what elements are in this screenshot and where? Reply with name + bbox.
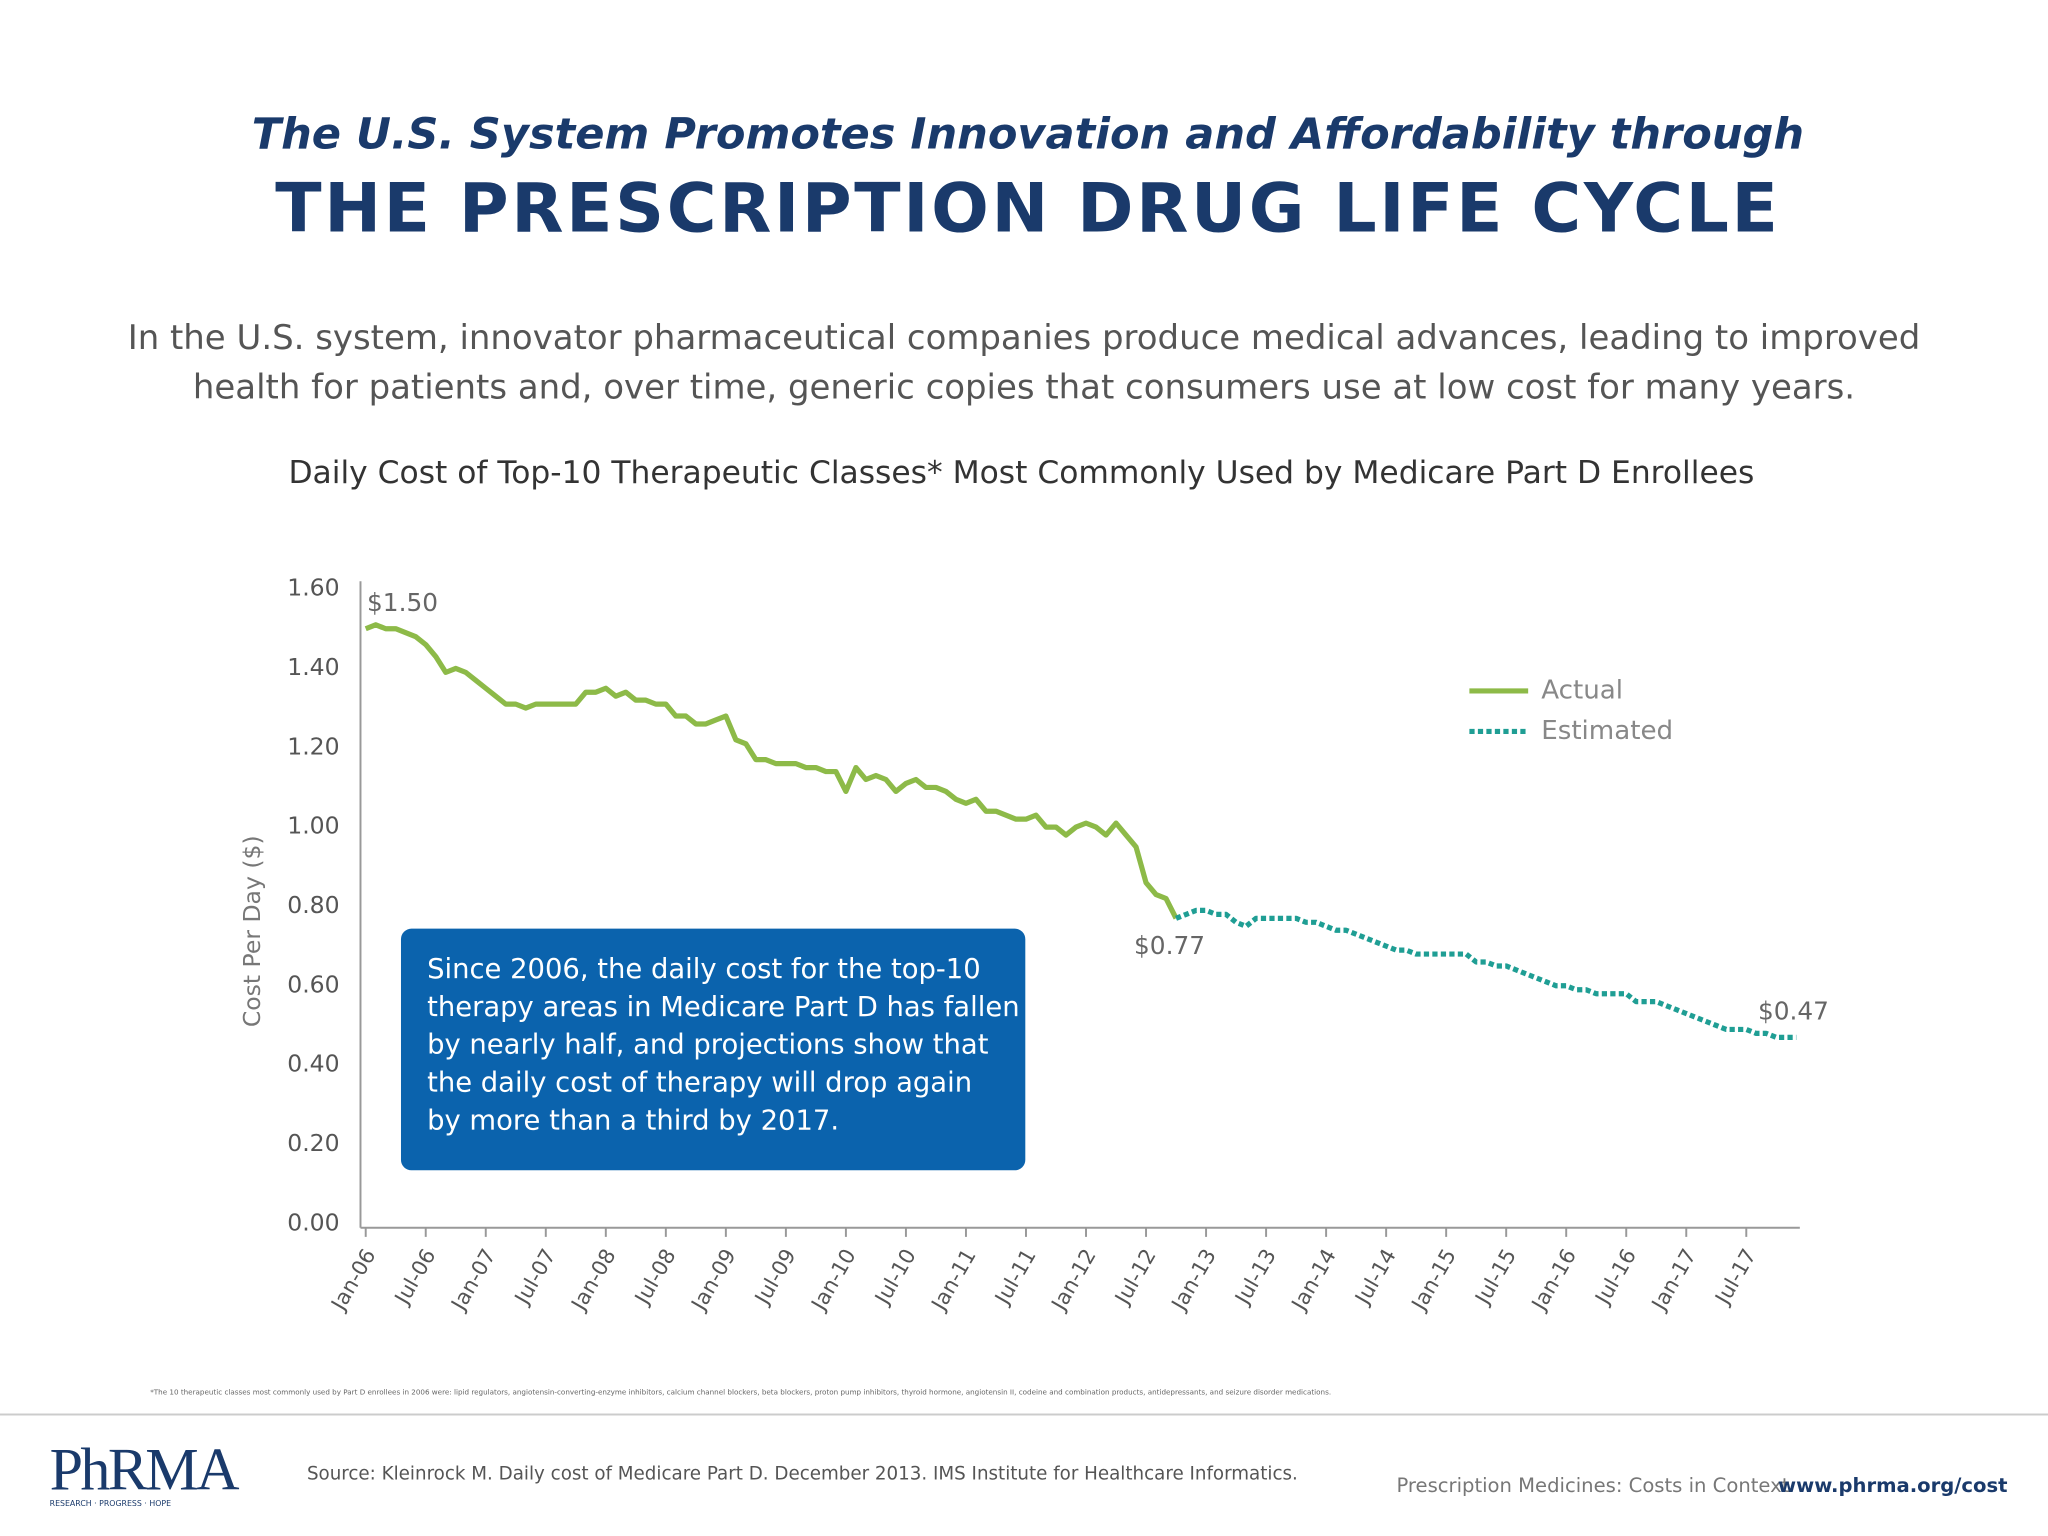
data-label: $0.47 — [1758, 997, 1829, 1026]
y-tick-label: 0.60 — [287, 970, 339, 998]
intro-line: In the U.S. system, innovator pharmaceut… — [128, 318, 1921, 358]
callout-line: therapy areas in Medicare Part D has fal… — [427, 992, 1019, 1023]
y-tick-label: 0.20 — [287, 1129, 339, 1157]
footer-url: www.phrma.org/cost — [1778, 1474, 2007, 1497]
logo-tagline: RESEARCH · PROGRESS · HOPE — [50, 1499, 171, 1508]
callout-text: Since 2006, the daily cost for the top-1… — [427, 954, 1019, 1137]
title-line1: The U.S. System Promotes Innovation and … — [252, 110, 1804, 160]
footer-tagline: Prescription Medicines: Costs in Context — [1396, 1474, 1789, 1497]
y-axis-label: Cost Per Day ($) — [238, 835, 266, 1027]
y-tick-label: 1.40 — [287, 653, 339, 681]
data-label: $1.50 — [367, 588, 438, 617]
intro-line: health for patients and, over time, gene… — [193, 368, 1855, 408]
series-line — [364, 622, 1179, 920]
series-line — [1175, 907, 1797, 1040]
y-tick-label: 1.60 — [287, 574, 339, 602]
y-tick-label: 0.00 — [287, 1208, 339, 1236]
callout-box — [400, 928, 1026, 1171]
y-tick-label: 0.40 — [287, 1050, 339, 1078]
callout-line: by more than a third by 2017. — [427, 1105, 839, 1136]
title-line2: THE PRESCRIPTION DRUG LIFE CYCLE — [275, 169, 1780, 248]
callout-line: the daily cost of therapy will drop agai… — [427, 1068, 972, 1099]
legend-label: Estimated — [1541, 716, 1673, 746]
y-tick-label: 1.00 — [287, 812, 339, 840]
footnote: *The 10 therapeutic classes most commonl… — [150, 1387, 1331, 1396]
callout-line: Since 2006, the daily cost for the top-1… — [427, 954, 981, 985]
y-tick-label: 1.20 — [287, 732, 339, 760]
legend-label: Actual — [1541, 675, 1623, 705]
logo: PhRMA — [50, 1436, 239, 1503]
callout-line: by nearly half, and projections show tha… — [427, 1030, 989, 1061]
chart-title: Daily Cost of Top-10 Therapeutic Classes… — [288, 455, 1754, 491]
source: Source: Kleinrock M. Daily cost of Medic… — [307, 1464, 1298, 1485]
y-tick-label: 0.80 — [287, 891, 339, 919]
data-label: $0.77 — [1134, 931, 1205, 960]
